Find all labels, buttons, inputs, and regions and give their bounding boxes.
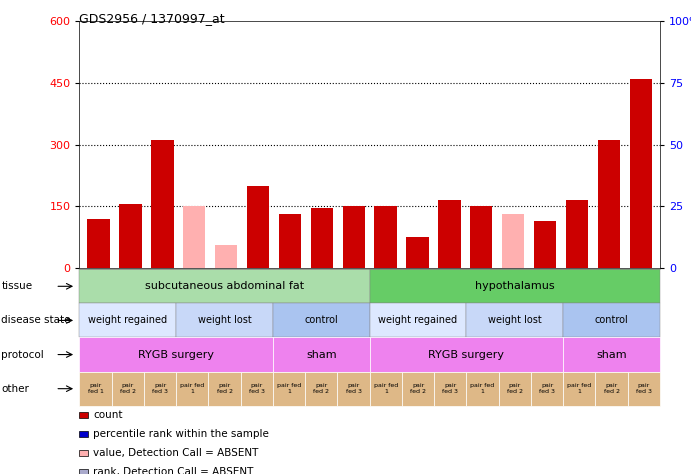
- Text: pair
fed 2: pair fed 2: [507, 383, 523, 394]
- Text: pair
fed 2: pair fed 2: [120, 383, 136, 394]
- Text: pair
fed 2: pair fed 2: [313, 383, 330, 394]
- Text: control: control: [595, 315, 628, 326]
- Bar: [215, 245, 237, 268]
- Text: pair
fed 3: pair fed 3: [442, 383, 458, 394]
- Text: pair
fed 3: pair fed 3: [152, 383, 168, 394]
- Text: RYGB surgery: RYGB surgery: [428, 349, 504, 360]
- Text: weight lost: weight lost: [488, 315, 542, 326]
- Bar: [630, 79, 652, 268]
- Text: pair fed
1: pair fed 1: [277, 383, 301, 394]
- Text: disease state: disease state: [1, 315, 71, 326]
- Bar: [120, 204, 142, 268]
- Text: weight lost: weight lost: [198, 315, 252, 326]
- Bar: [183, 206, 205, 268]
- Text: pair
fed 3: pair fed 3: [539, 383, 555, 394]
- Text: pair fed
1: pair fed 1: [374, 383, 398, 394]
- Text: pair fed
1: pair fed 1: [567, 383, 591, 394]
- Text: weight regained: weight regained: [379, 315, 457, 326]
- Bar: [566, 200, 588, 268]
- Text: pair
fed 2: pair fed 2: [216, 383, 233, 394]
- Text: value, Detection Call = ABSENT: value, Detection Call = ABSENT: [93, 448, 258, 458]
- Bar: [598, 140, 620, 268]
- Text: sham: sham: [596, 349, 627, 360]
- Text: pair
fed 2: pair fed 2: [603, 383, 620, 394]
- Text: RYGB surgery: RYGB surgery: [138, 349, 214, 360]
- Bar: [88, 219, 110, 268]
- Text: hypothalamus: hypothalamus: [475, 281, 555, 292]
- Text: protocol: protocol: [1, 349, 44, 360]
- Text: other: other: [1, 383, 29, 394]
- Text: subcutaneous abdominal fat: subcutaneous abdominal fat: [145, 281, 304, 292]
- Bar: [534, 220, 556, 268]
- Text: weight regained: weight regained: [88, 315, 167, 326]
- Text: count: count: [93, 410, 123, 420]
- Text: pair
fed 1: pair fed 1: [88, 383, 104, 394]
- Text: pair fed
1: pair fed 1: [180, 383, 205, 394]
- Bar: [470, 206, 493, 268]
- Bar: [502, 214, 524, 268]
- Text: sham: sham: [306, 349, 337, 360]
- Bar: [311, 208, 333, 268]
- Text: percentile rank within the sample: percentile rank within the sample: [93, 429, 269, 439]
- Bar: [247, 186, 269, 268]
- Bar: [406, 237, 428, 268]
- Text: pair
fed 3: pair fed 3: [636, 383, 652, 394]
- Bar: [343, 206, 365, 268]
- Text: pair
fed 3: pair fed 3: [346, 383, 361, 394]
- Text: tissue: tissue: [1, 281, 32, 292]
- Text: rank, Detection Call = ABSENT: rank, Detection Call = ABSENT: [93, 467, 254, 474]
- Bar: [375, 206, 397, 268]
- Bar: [278, 214, 301, 268]
- Text: GDS2956 / 1370997_at: GDS2956 / 1370997_at: [79, 12, 225, 25]
- Text: pair
fed 2: pair fed 2: [410, 383, 426, 394]
- Bar: [151, 140, 173, 268]
- Text: pair
fed 3: pair fed 3: [249, 383, 265, 394]
- Text: pair fed
1: pair fed 1: [471, 383, 495, 394]
- Bar: [438, 200, 461, 268]
- Text: control: control: [305, 315, 338, 326]
